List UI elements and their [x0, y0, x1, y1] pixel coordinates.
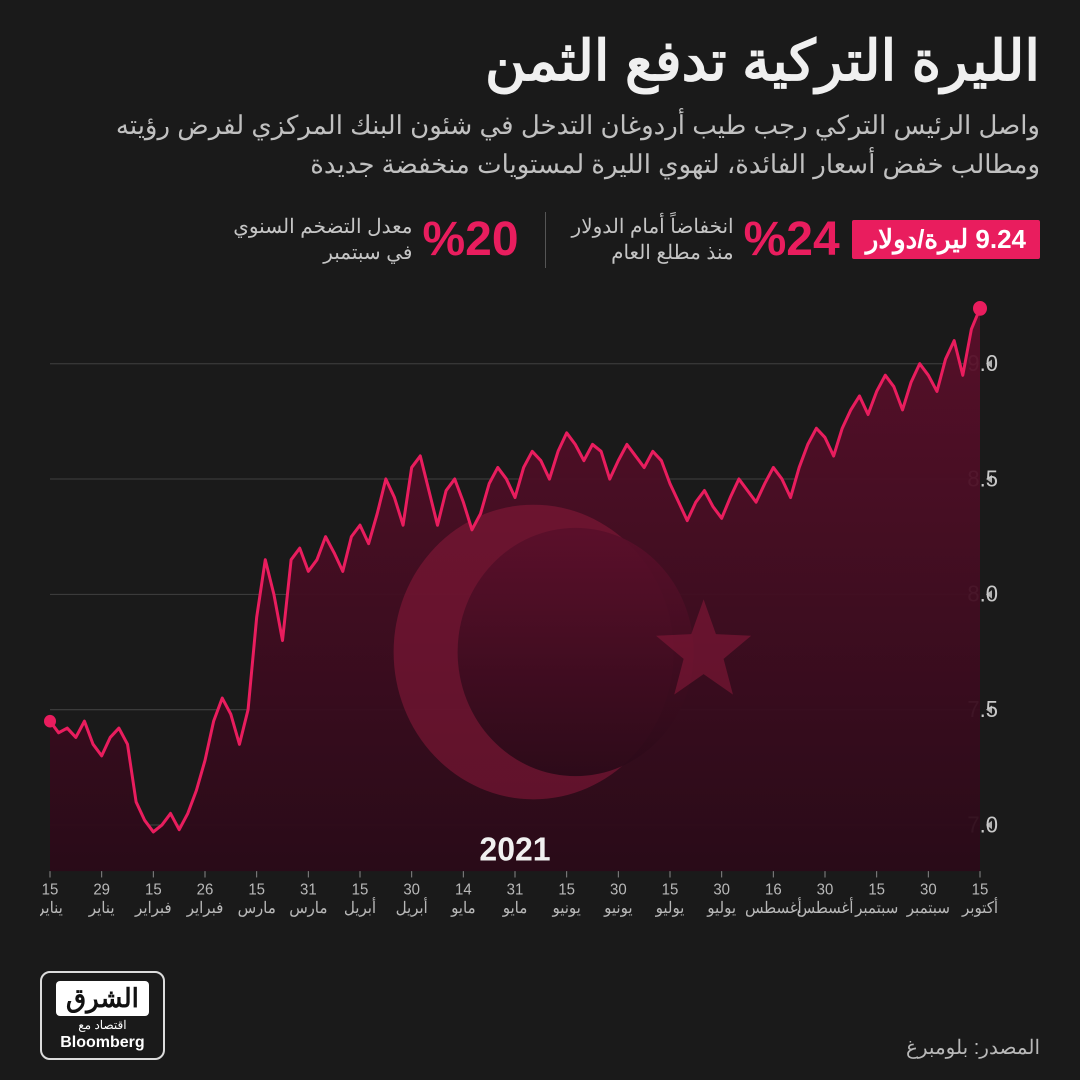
svg-text:سبتمبر: سبتمبر: [906, 899, 950, 916]
svg-text:مارس: مارس: [238, 899, 276, 916]
svg-text:15: 15: [248, 881, 265, 898]
stat-drop-value: %24: [744, 216, 840, 264]
svg-text:يوليو: يوليو: [706, 899, 736, 916]
svg-text:يوليو: يوليو: [655, 899, 685, 916]
stat-inflation-value: %20: [422, 216, 518, 264]
stat-inflation: %20 معدل التضخم السنويفي سبتمبر: [233, 214, 518, 266]
source-logo: الشرق اقتصاد مع Bloomberg: [40, 971, 165, 1060]
svg-text:15: 15: [868, 881, 885, 898]
svg-text:15: 15: [972, 881, 989, 898]
svg-text:16: 16: [765, 881, 782, 898]
stats-row: 9.24 ليرة/دولار %24 انخفاضاً أمام الدولا…: [40, 212, 1040, 268]
svg-text:فبراير: فبراير: [186, 899, 224, 916]
svg-text:مارس: مارس: [289, 899, 327, 916]
svg-text:29: 29: [93, 881, 110, 898]
svg-text:فبراير: فبراير: [134, 899, 172, 916]
stats-divider: [545, 212, 546, 268]
svg-text:يناير: يناير: [40, 899, 63, 916]
svg-text:مايو: مايو: [450, 899, 475, 916]
svg-text:15: 15: [662, 881, 679, 898]
svg-text:15: 15: [145, 881, 162, 898]
stat-inflation-label: معدل التضخم السنويفي سبتمبر: [233, 214, 412, 266]
page-subtitle: واصل الرئيس التركي رجب طيب أردوغان التدخ…: [40, 106, 1040, 184]
svg-text:31: 31: [300, 881, 317, 898]
svg-text:أبريل: أبريل: [396, 897, 428, 916]
svg-text:30: 30: [817, 881, 834, 898]
svg-text:أغسطس: أغسطس: [797, 897, 854, 916]
svg-text:15: 15: [352, 881, 369, 898]
logo-main-text: الشرق: [56, 981, 149, 1016]
svg-text:سبتمبر: سبتمبر: [854, 899, 898, 916]
svg-text:يونيو: يونيو: [603, 899, 632, 916]
svg-text:14: 14: [455, 881, 472, 898]
svg-text:15: 15: [558, 881, 575, 898]
svg-text:يناير: يناير: [88, 899, 115, 916]
logo-sub-text: اقتصاد مع: [78, 1018, 126, 1032]
stat-drop: %24 انخفاضاً أمام الدولارمنذ مطلع العام: [572, 214, 840, 266]
svg-text:31: 31: [507, 881, 524, 898]
page-title: الليرة التركية تدفع الثمن: [40, 30, 1040, 92]
svg-text:2021: 2021: [479, 829, 550, 867]
svg-text:30: 30: [713, 881, 730, 898]
lira-chart: 7.07.58.08.59.0 202115يناير29يناير15فبرا…: [40, 284, 1040, 957]
source-text: المصدر: بلومبرغ: [906, 1035, 1040, 1060]
svg-text:26: 26: [197, 881, 214, 898]
svg-text:أكتوبر: أكتوبر: [961, 897, 998, 916]
logo-bloomberg: Bloomberg: [60, 1034, 144, 1052]
stat-drop-label: انخفاضاً أمام الدولارمنذ مطلع العام: [572, 214, 734, 266]
rate-badge: 9.24 ليرة/دولار: [852, 220, 1040, 259]
svg-text:أغسطس: أغسطس: [745, 897, 802, 916]
svg-text:30: 30: [610, 881, 627, 898]
svg-text:30: 30: [403, 881, 420, 898]
svg-text:أبريل: أبريل: [344, 897, 376, 916]
svg-text:15: 15: [42, 881, 59, 898]
svg-text:مايو: مايو: [502, 899, 527, 916]
svg-text:30: 30: [920, 881, 937, 898]
svg-text:يونيو: يونيو: [552, 899, 581, 916]
